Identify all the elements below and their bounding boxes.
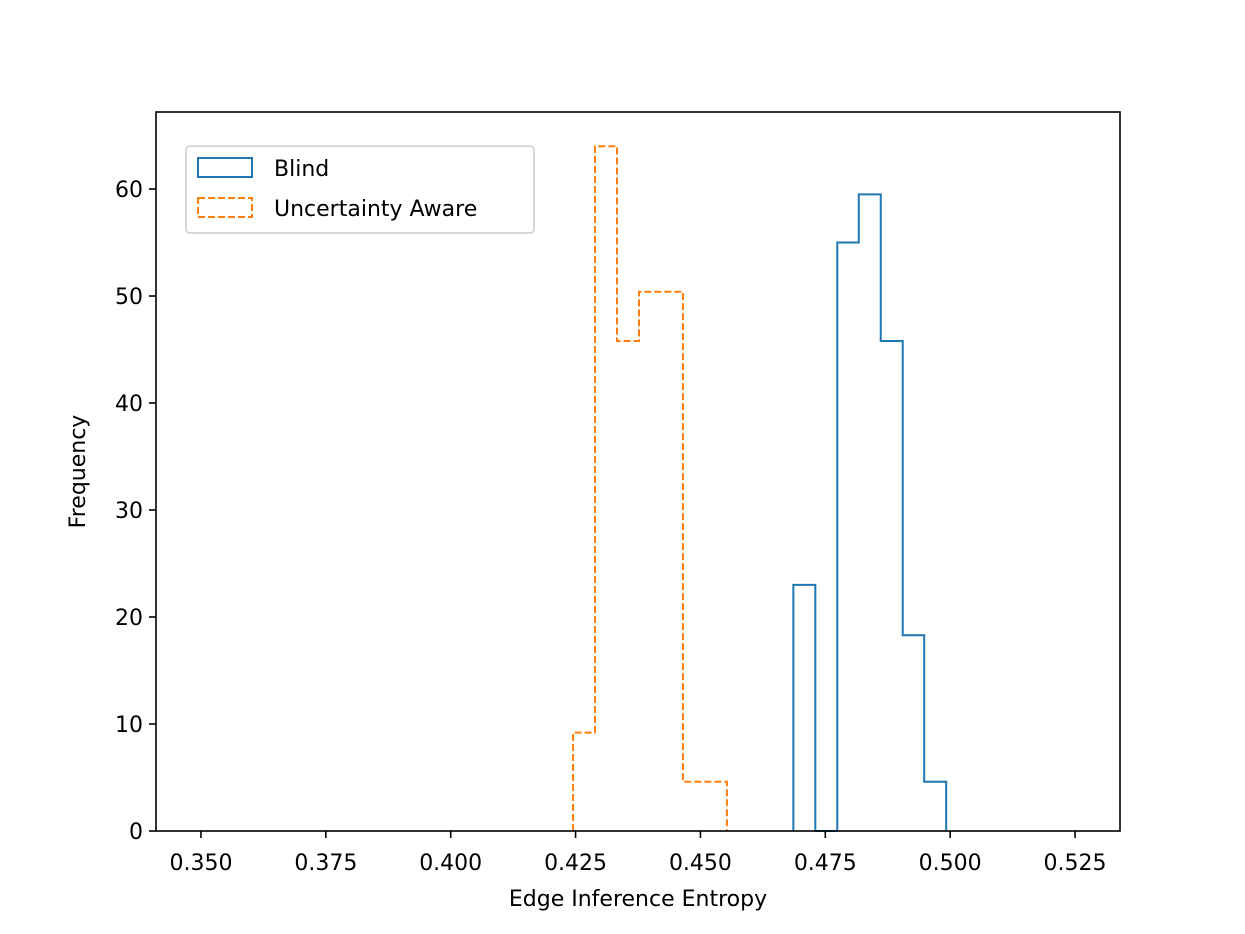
y-axis-label: Frequency	[66, 415, 91, 529]
x-axis-label: Edge Inference Entropy	[509, 887, 767, 912]
y-tick-label: 10	[115, 713, 143, 738]
x-tick-label: 0.400	[419, 851, 482, 876]
y-tick-label: 40	[115, 392, 143, 417]
legend-swatch-1	[197, 197, 253, 218]
y-axis-ticks: 0 10 20 30 40 50 60	[115, 178, 156, 845]
y-tick-label: 60	[115, 178, 143, 203]
series-layer	[572, 145, 948, 832]
x-tick-label: 0.500	[919, 851, 982, 876]
x-tick-label: 0.525	[1044, 851, 1107, 876]
x-tick-label: 0.375	[294, 851, 357, 876]
legend: Blind Uncertainty Aware	[185, 145, 535, 234]
y-tick-label: 20	[115, 606, 143, 631]
x-tick-label: 0.450	[669, 851, 732, 876]
series-1-step-line	[572, 145, 728, 831]
legend-swatch-0	[197, 157, 253, 178]
y-tick-label: 50	[115, 285, 143, 310]
x-tick-label: 0.475	[794, 851, 857, 876]
y-tick-label: 0	[129, 820, 143, 845]
y-tick-label: 30	[115, 499, 143, 524]
legend-label-0: Blind	[274, 157, 329, 182]
x-tick-label: 0.350	[169, 851, 232, 876]
legend-box	[185, 145, 535, 234]
plot-frame	[155, 111, 1121, 832]
legend-label-1: Uncertainty Aware	[274, 197, 477, 222]
x-axis-ticks: 0.350 0.375 0.400 0.425 0.450 0.475 0.500 0.525	[169, 831, 1107, 876]
x-tick-label: 0.425	[544, 851, 607, 876]
series-0-step-line	[792, 193, 948, 832]
